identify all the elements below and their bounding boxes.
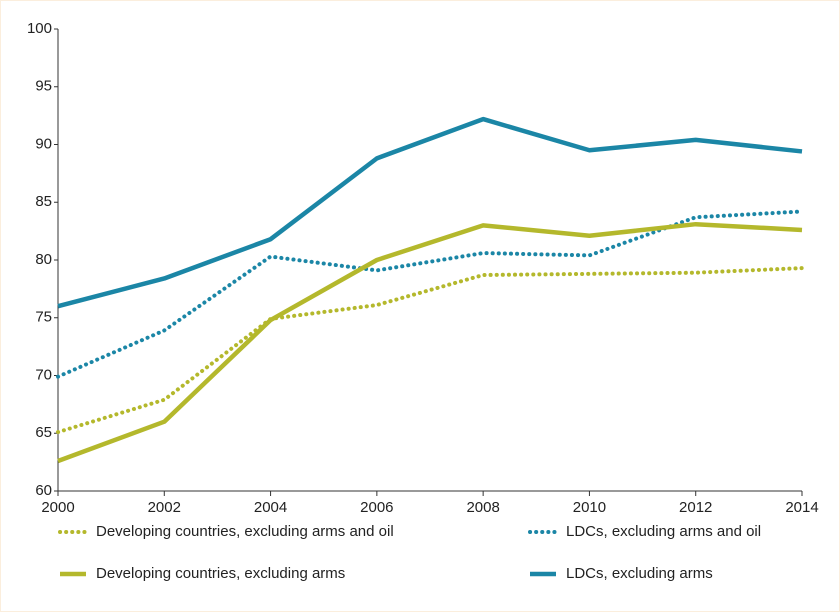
legend-label: Developing countries, excluding arms and… bbox=[96, 523, 394, 540]
y-tick-label: 70 bbox=[35, 366, 52, 383]
series-line bbox=[57, 221, 803, 464]
x-tick-label: 2000 bbox=[41, 499, 74, 516]
y-tick-label: 100 bbox=[27, 20, 52, 37]
y-tick-label: 90 bbox=[35, 135, 52, 152]
x-tick-label: 2006 bbox=[360, 499, 393, 516]
x-tick-label: 2002 bbox=[148, 499, 181, 516]
series-line bbox=[56, 209, 804, 379]
y-tick-label: 95 bbox=[35, 78, 52, 95]
y-tick-label: 65 bbox=[35, 424, 52, 441]
x-tick-label: 2004 bbox=[254, 499, 287, 516]
legend-label: LDCs, excluding arms and oil bbox=[566, 523, 761, 540]
y-tick-label: 85 bbox=[35, 193, 52, 210]
legend-label: Developing countries, excluding arms bbox=[96, 565, 345, 582]
y-tick-label: 75 bbox=[35, 309, 52, 326]
y-tick-label: 60 bbox=[35, 482, 52, 499]
y-tick-label: 80 bbox=[35, 251, 52, 268]
x-tick-label: 2008 bbox=[466, 499, 499, 516]
series-line bbox=[57, 116, 803, 309]
legend-label: LDCs, excluding arms bbox=[566, 565, 713, 582]
series-line bbox=[56, 266, 804, 435]
x-tick-label: 2014 bbox=[785, 499, 818, 516]
x-tick-label: 2010 bbox=[573, 499, 606, 516]
x-tick-label: 2012 bbox=[679, 499, 712, 516]
